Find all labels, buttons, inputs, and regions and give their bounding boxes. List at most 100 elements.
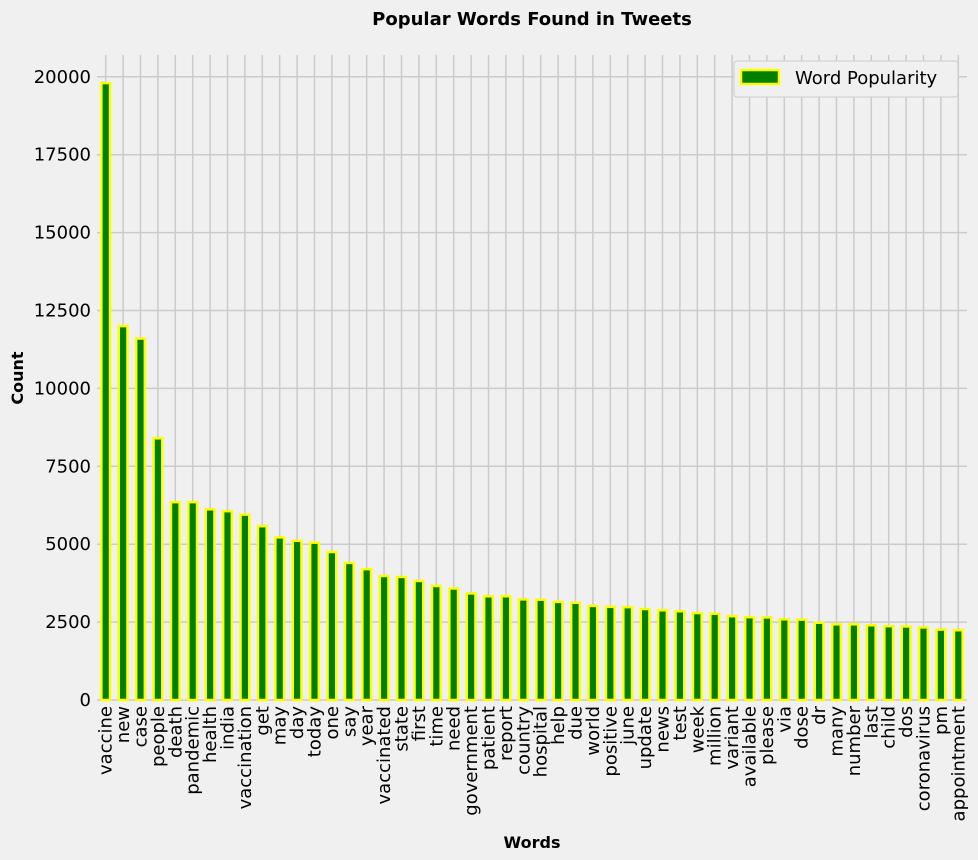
x-tick-label: pm: [931, 706, 952, 735]
bar-test: [674, 609, 686, 702]
y-tick-label: 12500: [34, 301, 91, 322]
bar-vaccinated: [378, 574, 390, 702]
bar-time: [430, 584, 442, 702]
bar-new: [117, 324, 129, 702]
x-tick-label: health: [200, 706, 221, 763]
bar-get: [256, 524, 268, 702]
legend: Word Popularity: [733, 60, 959, 98]
bar-need: [448, 587, 460, 702]
bar-say: [343, 561, 355, 702]
chart-title: Popular Words Found in Tweets: [372, 9, 692, 30]
bar-hospital: [535, 598, 547, 702]
x-tick-label: year: [357, 705, 378, 746]
bar-coronavirus: [917, 626, 930, 702]
x-tick-label: world: [583, 706, 604, 756]
x-tick-label: people: [148, 706, 169, 767]
bar-many: [830, 623, 843, 702]
x-tick-label: time: [426, 706, 447, 747]
x-tick-label: vaccine: [96, 706, 117, 775]
x-tick-label: dr: [809, 705, 830, 724]
legend-label: Word Popularity: [795, 68, 938, 89]
bar-dr: [813, 621, 825, 702]
x-tick-label: vaccinated: [374, 706, 395, 804]
bar-patient: [482, 594, 495, 702]
x-tick-label: variant: [722, 706, 743, 770]
x-tick-label: india: [218, 706, 239, 750]
x-tick-label: positive: [600, 706, 621, 777]
x-tick-label: help: [548, 706, 569, 745]
bar-update: [639, 607, 651, 702]
x-tick-label: test: [670, 706, 691, 741]
x-tick-label: need: [444, 706, 465, 751]
x-tick-label: child: [879, 706, 900, 749]
bar-million: [709, 612, 721, 702]
x-tick-label: one: [322, 706, 343, 740]
bar-day: [291, 539, 303, 702]
x-tick-label: new: [113, 706, 134, 743]
x-tick-label: many: [827, 706, 848, 757]
bar-year: [361, 567, 373, 702]
x-tick-label: last: [861, 706, 882, 738]
bar-help: [552, 600, 564, 702]
bar-state: [395, 575, 408, 702]
y-tick-label: 0: [80, 690, 91, 711]
y-tick-label: 20000: [34, 67, 91, 88]
bar-dose: [796, 618, 808, 702]
y-tick-label: 10000: [34, 378, 91, 399]
bar-june: [622, 605, 634, 702]
x-tick-label: say: [339, 706, 360, 737]
bar-due: [569, 601, 582, 702]
y-tick-label: 2500: [45, 612, 91, 633]
bar-vaccine: [100, 81, 112, 702]
bar-child: [883, 624, 895, 702]
bar-appointment: [952, 628, 964, 702]
y-axis-ticks: 0 2500 5000 7500 10000 12500 15000 17500 20000: [34, 67, 91, 711]
x-tick-label: news: [653, 706, 674, 753]
x-tick-label: case: [131, 706, 152, 747]
x-tick-label: country: [513, 706, 534, 775]
bar-last: [865, 623, 877, 702]
y-tick-label: 15000: [34, 223, 91, 244]
x-tick-label: please: [757, 706, 778, 765]
y-tick-label: 7500: [45, 456, 91, 477]
bar-available: [743, 615, 756, 702]
bar-via: [778, 618, 790, 702]
x-axis-label: Words: [504, 833, 561, 852]
bar-please: [761, 616, 773, 702]
x-tick-label: june: [618, 706, 639, 746]
x-tick-label: via: [774, 706, 795, 733]
x-tick-label: number: [844, 705, 865, 776]
legend-box: [733, 60, 959, 98]
bar-number: [848, 623, 860, 702]
bar-vaccination: [239, 513, 251, 702]
x-tick-label: get: [252, 706, 273, 736]
bar-one: [326, 550, 338, 702]
x-tick-label: report: [496, 706, 517, 761]
y-tick-label: 5000: [45, 534, 91, 555]
bar-death: [169, 500, 181, 702]
x-tick-label: today: [305, 706, 326, 758]
bar-government: [465, 592, 477, 702]
x-tick-label: update: [635, 706, 656, 769]
bar-world: [587, 604, 599, 702]
x-tick-label: vaccination: [235, 706, 256, 809]
bar-health: [204, 508, 216, 702]
x-tick-label: week: [687, 705, 708, 753]
y-tick-label: 17500: [34, 145, 91, 166]
x-tick-label: hospital: [531, 706, 552, 777]
x-tick-label: day: [287, 706, 308, 739]
bar-variant: [726, 614, 738, 702]
x-tick-label: patient: [479, 706, 500, 770]
x-tick-label: dos: [896, 706, 917, 738]
bars: [100, 81, 964, 702]
bar-country: [517, 598, 529, 702]
x-tick-label: million: [705, 706, 726, 766]
x-tick-label: may: [270, 706, 291, 746]
x-tick-label: due: [566, 706, 587, 740]
bar-first: [413, 579, 425, 702]
bar-pm: [935, 628, 947, 702]
legend-swatch: [739, 68, 781, 86]
x-tick-label: first: [409, 706, 430, 741]
bar-week: [691, 611, 703, 702]
x-tick-label: appointment: [948, 706, 969, 821]
